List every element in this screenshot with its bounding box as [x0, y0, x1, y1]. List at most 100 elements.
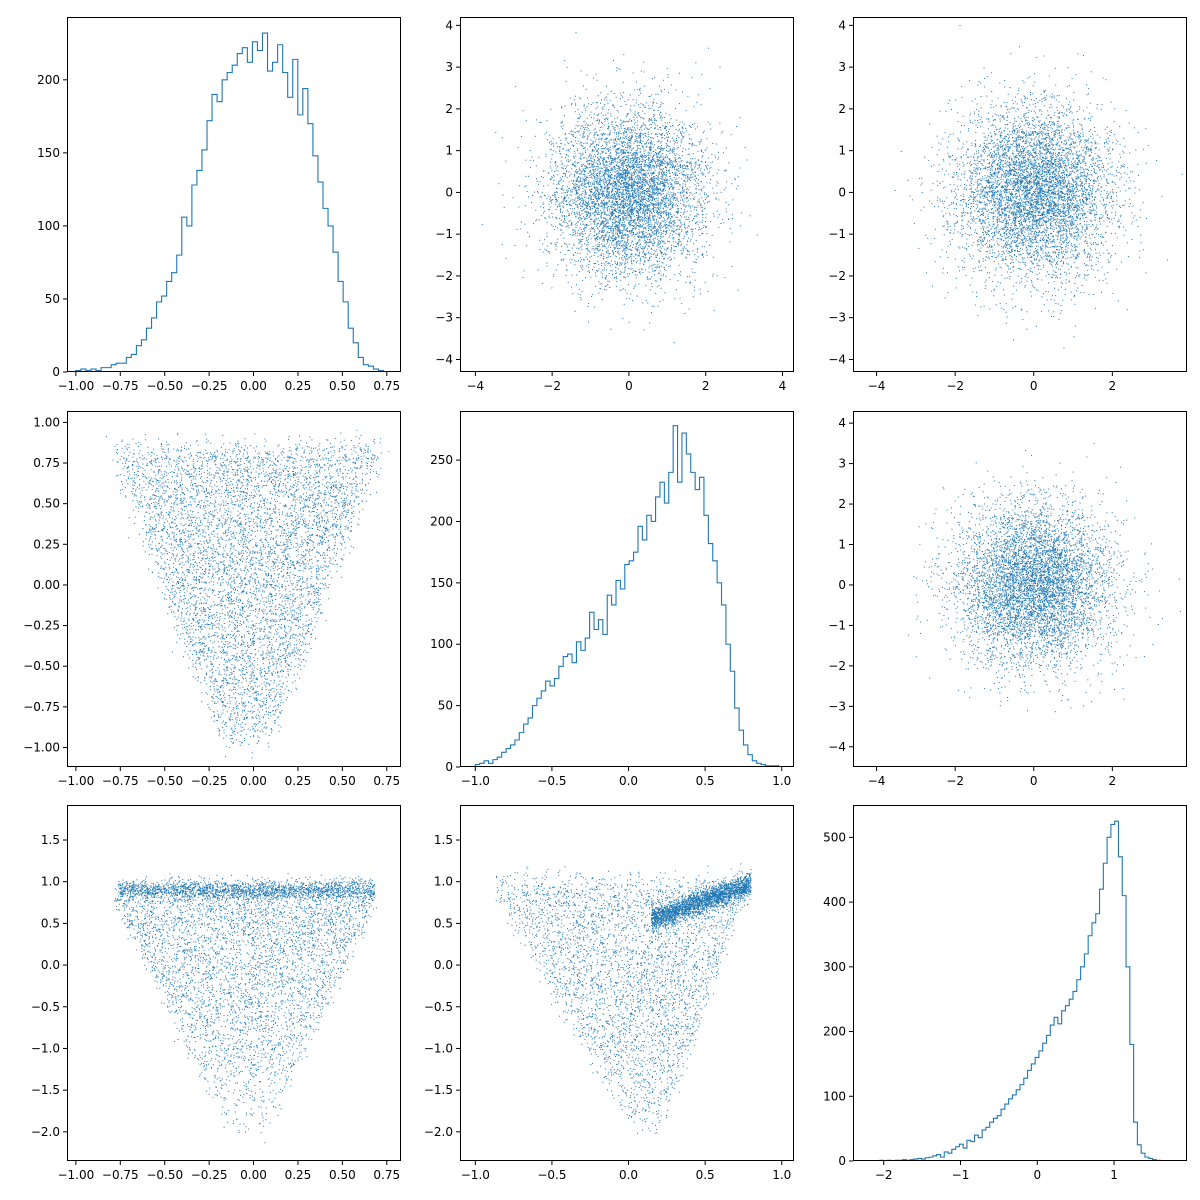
scatter-point: [645, 254, 647, 256]
scatter-point: [598, 138, 600, 140]
scatter-point: [598, 268, 600, 270]
scatter-point: [554, 229, 556, 230]
scatter-point: [607, 134, 609, 136]
scatter-point: [654, 127, 656, 129]
scatter-point: [614, 118, 616, 120]
scatter-point: [712, 143, 714, 144]
scatter-point: [696, 207, 698, 209]
scatter-point: [602, 114, 604, 116]
scatter-point: [611, 193, 613, 195]
scatter-point: [583, 104, 585, 106]
scatter-point: [657, 201, 659, 203]
scatter-point: [654, 204, 656, 206]
scatter-point: [643, 170, 645, 172]
scatter-point: [628, 197, 630, 198]
scatter-point: [622, 157, 624, 158]
scatter-point: [669, 158, 671, 160]
scatter-point: [647, 207, 648, 208]
scatter-point: [657, 203, 659, 204]
scatter-point: [725, 170, 727, 172]
scatter-point: [678, 170, 679, 172]
scatter-point: [597, 114, 599, 116]
scatter-point: [686, 257, 687, 259]
scatter-point: [646, 145, 648, 147]
scatter-point: [660, 148, 662, 150]
scatter-point: [722, 131, 724, 133]
scatter-point: [626, 172, 628, 174]
scatter-point: [573, 255, 575, 256]
scatter-point: [640, 201, 642, 203]
scatter-point: [626, 210, 628, 212]
scatter-point: [560, 211, 561, 213]
scatter-point: [631, 120, 633, 122]
scatter-point: [618, 240, 620, 242]
scatter-point: [660, 278, 662, 280]
scatter-point: [618, 243, 620, 245]
scatter-point: [640, 208, 642, 210]
scatter-point: [643, 166, 645, 167]
scatter-point: [627, 161, 629, 163]
scatter-point: [608, 176, 610, 178]
scatter-point: [639, 90, 641, 92]
scatter-point: [669, 173, 671, 174]
scatter-point: [699, 203, 701, 205]
scatter-point: [608, 238, 610, 240]
scatter-point: [668, 222, 670, 224]
scatter-point: [701, 254, 703, 256]
scatter-point: [565, 154, 567, 155]
y-tick-label: 50: [45, 292, 60, 306]
scatter-point: [567, 281, 569, 283]
scatter-point: [665, 212, 667, 214]
scatter-point: [567, 223, 569, 225]
scatter-point: [665, 199, 667, 201]
scatter-point: [685, 231, 687, 233]
scatter-point: [632, 185, 634, 187]
scatter-point: [612, 182, 614, 184]
scatter-point: [544, 217, 546, 219]
scatter-point: [610, 152, 612, 154]
scatter-point: [651, 185, 653, 187]
scatter-point: [631, 235, 633, 237]
scatter-point: [600, 181, 602, 183]
scatter-point: [644, 135, 646, 137]
scatter-point: [563, 199, 565, 201]
scatter-point: [586, 211, 588, 213]
scatter-point: [678, 129, 679, 131]
scatter-point: [682, 128, 684, 129]
scatter-point: [629, 223, 631, 225]
scatter-point: [605, 275, 607, 277]
scatter-point: [645, 240, 647, 242]
scatter-point: [640, 226, 642, 228]
scatter-point: [584, 175, 586, 177]
scatter-point: [608, 128, 609, 130]
scatter-point: [608, 215, 610, 217]
scatter-point: [663, 212, 665, 214]
scatter-point: [630, 206, 632, 208]
scatter-point: [652, 178, 654, 180]
scatter-point: [639, 207, 641, 209]
scatter-point: [623, 163, 625, 165]
scatter-point: [657, 191, 659, 193]
scatter-point: [624, 225, 626, 227]
scatter-point: [646, 222, 648, 224]
scatter-point: [589, 189, 591, 191]
scatter-point: [613, 142, 615, 144]
scatter-point: [640, 207, 642, 209]
scatter-point: [653, 204, 655, 206]
scatter-point: [603, 165, 605, 167]
scatter-point: [614, 175, 616, 177]
scatter-point: [613, 207, 615, 209]
scatter-point: [593, 166, 595, 168]
scatter-point: [623, 128, 625, 130]
scatter-point: [542, 202, 544, 204]
scatter-point: [651, 305, 653, 307]
scatter-point: [665, 180, 667, 182]
scatter-point: [601, 167, 603, 169]
scatter-point: [622, 211, 624, 213]
scatter-point: [645, 209, 647, 211]
scatter-point: [677, 228, 679, 230]
scatter-point: [638, 112, 640, 114]
scatter-point: [588, 303, 590, 304]
scatter-point: [629, 139, 631, 141]
scatter-point: [606, 214, 608, 216]
